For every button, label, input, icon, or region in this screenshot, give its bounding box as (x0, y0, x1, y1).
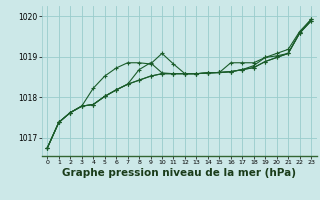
X-axis label: Graphe pression niveau de la mer (hPa): Graphe pression niveau de la mer (hPa) (62, 168, 296, 178)
